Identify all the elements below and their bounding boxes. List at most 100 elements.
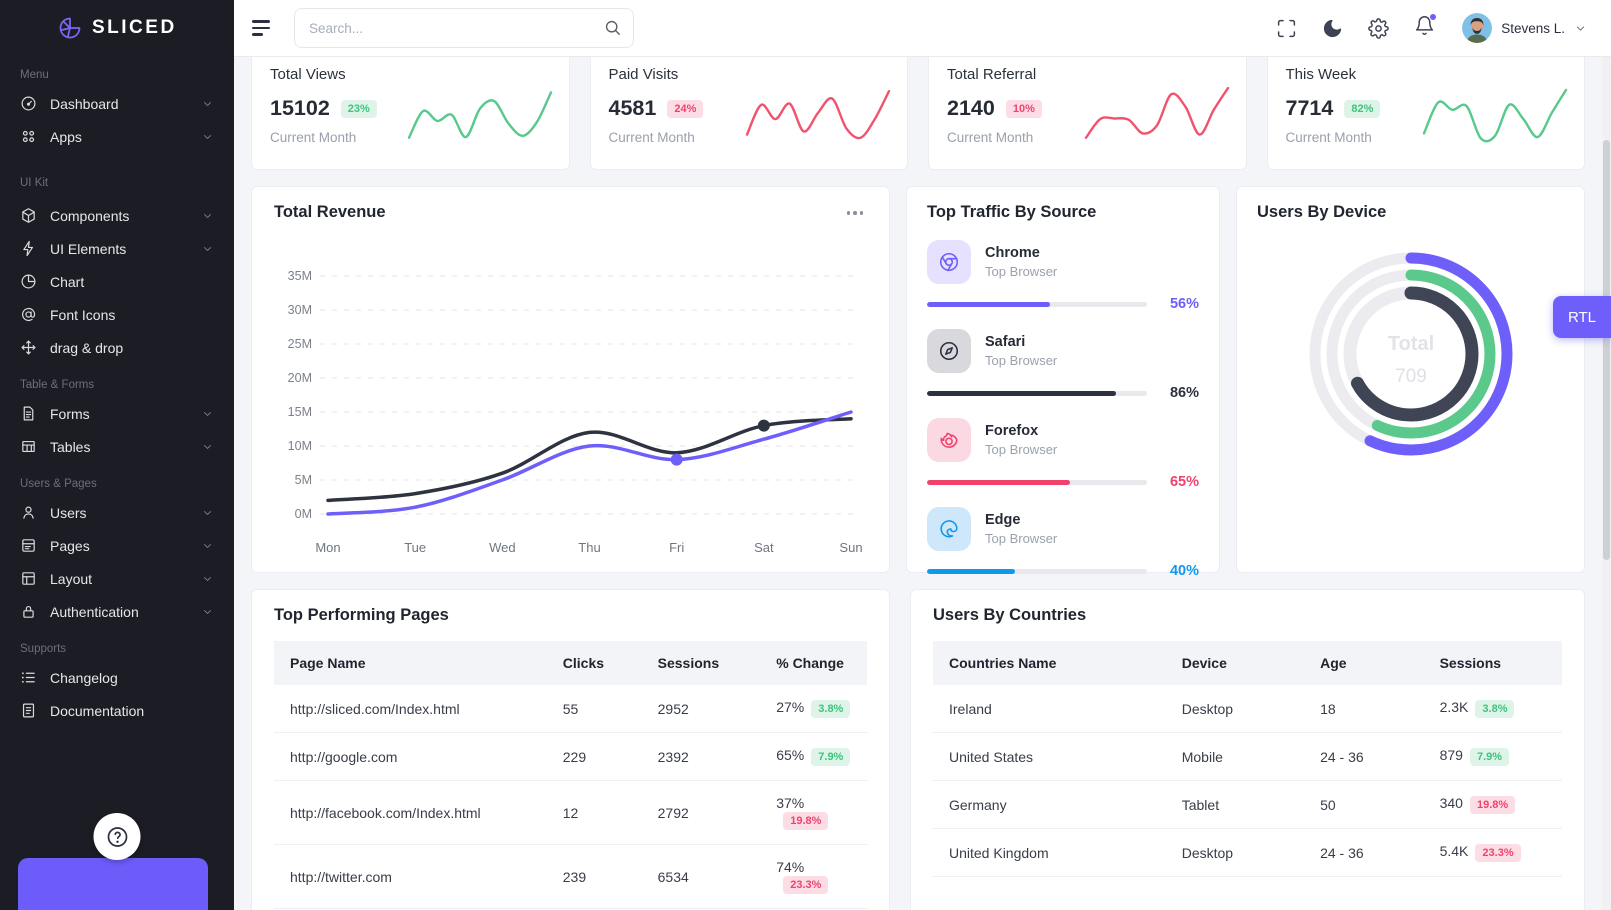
sessions-value: 6534 <box>641 844 761 909</box>
edge-icon <box>927 507 971 551</box>
traffic-percent: 56% <box>1169 296 1199 312</box>
users-by-device-radial-chart: Total 709 <box>1309 252 1512 456</box>
total-revenue-card: Total Revenue 0M 5M 10M 15M 20M 25M 30M 35M Mon T… <box>251 186 890 573</box>
column-header: % Change <box>760 641 867 685</box>
sidebar-item-chart[interactable]: Chart <box>0 265 234 298</box>
pages-icon <box>20 537 37 554</box>
change-value: 37% <box>776 795 805 811</box>
tables-row: Top Performing Pages Page Name Clicks Se… <box>251 589 1585 910</box>
stat-title: This Week <box>1285 66 1357 83</box>
rtl-toggle-button[interactable]: RTL <box>1553 296 1611 338</box>
sidebar-item-changelog[interactable]: Changelog <box>0 661 234 694</box>
page-url: http://facebook.com/Index.html <box>274 780 547 845</box>
device-value: Tablet <box>1165 780 1305 829</box>
sidebar-item-documentation[interactable]: Documentation <box>0 694 234 727</box>
more-options-icon[interactable] <box>841 205 870 221</box>
column-header: Sessions <box>641 641 761 685</box>
traffic-by-source-card: Top Traffic By Source Chrome Top Browser… <box>906 186 1220 579</box>
chevron-down-icon <box>199 507 216 519</box>
sessions-value: 340 <box>1439 795 1463 811</box>
stat-badge: 10% <box>1005 99 1042 118</box>
user-name: Stevens L. <box>1501 20 1565 36</box>
users-by-device-card: Users By Device Total 709 <box>1236 186 1585 573</box>
donut-center-value: 709 <box>1395 366 1427 387</box>
forms-icon <box>20 405 37 422</box>
brand-logo[interactable]: SLICED <box>0 0 234 54</box>
sidebar-item-pages[interactable]: Pages <box>0 529 234 562</box>
sidebar-item-layout[interactable]: Layout <box>0 562 234 595</box>
sidebar-item-ui-elements[interactable]: UI Elements <box>0 232 234 265</box>
stat-title: Total Referral <box>947 66 1037 83</box>
stat-title: Paid Visits <box>608 66 679 83</box>
notifications-bell-icon[interactable] <box>1414 13 1438 41</box>
sparkline-chart <box>745 90 891 140</box>
search-box <box>294 8 634 48</box>
traffic-card-title: Top Traffic By Source <box>927 203 1097 221</box>
settings-gear-icon[interactable] <box>1368 18 1389 39</box>
traffic-source-subtitle: Top Browser <box>985 264 1058 279</box>
chevron-down-icon <box>199 441 216 453</box>
clicks-value: 55 <box>546 685 642 733</box>
fullscreen-icon[interactable] <box>1276 18 1297 39</box>
traffic-source-name: Edge <box>985 512 1021 528</box>
font-icons-icon <box>20 306 37 323</box>
sidebar-section-users-pages: Users & Pages <box>20 478 97 490</box>
page-scrollbar[interactable] <box>1602 57 1611 910</box>
dark-mode-icon[interactable] <box>1322 18 1343 39</box>
progress-fill <box>927 568 1015 574</box>
charts-row: Total Revenue 0M 5M 10M 15M 20M 25M 30M 35M Mon T… <box>251 186 1585 579</box>
sidebar-item-components[interactable]: Components <box>0 199 234 232</box>
progress-fill <box>927 301 1051 307</box>
chevron-down-icon <box>199 408 216 420</box>
user-menu[interactable]: Stevens L. <box>1462 13 1587 43</box>
safari-icon <box>927 329 971 373</box>
sidebar-item-dashboard[interactable]: Dashboard <box>0 87 234 120</box>
sessions-value: 5.4K <box>1439 843 1469 859</box>
notification-dot <box>1429 13 1438 21</box>
svg-text:Fri: Fri <box>669 540 684 555</box>
country-name: United Kingdom <box>933 828 1166 877</box>
stat-value: 15102 <box>270 96 330 120</box>
change-badge: 23.3% <box>783 876 829 894</box>
topbar-actions: Stevens L. <box>1276 13 1587 43</box>
users-by-countries-card: Users By Countries Countries Name Device… <box>910 589 1585 910</box>
apps-icon <box>20 128 37 145</box>
sidebar-item-authentication[interactable]: Authentication <box>0 595 234 628</box>
sessions-badge: 3.8% <box>1475 700 1515 718</box>
topbar: Stevens L. <box>234 0 1611 57</box>
traffic-row-edge: Edge Top Browser 40% <box>927 507 1199 579</box>
sidebar-promo-panel[interactable] <box>18 858 208 910</box>
svg-text:0M: 0M <box>295 507 312 521</box>
age-value: 18 <box>1304 685 1424 733</box>
svg-text:Wed: Wed <box>489 540 516 555</box>
column-header: Clicks <box>546 641 642 685</box>
scrollbar-thumb[interactable] <box>1603 140 1610 560</box>
sparkline-chart <box>1422 88 1568 143</box>
svg-text:25M: 25M <box>288 337 312 351</box>
traffic-percent: 40% <box>1169 563 1199 579</box>
sidebar-item-tables[interactable]: Tables <box>0 430 234 463</box>
clicks-value: 239 <box>546 844 642 909</box>
chevron-down-icon <box>1574 22 1587 35</box>
sessions-value: 2952 <box>641 685 761 733</box>
traffic-source-name: Chrome <box>985 245 1040 261</box>
sidebar-item-apps[interactable]: Apps <box>0 120 234 153</box>
table-header-row: Page Name Clicks Sessions % Change <box>274 641 867 685</box>
sidebar-item-users[interactable]: Users <box>0 496 234 529</box>
firefox-icon <box>927 418 971 462</box>
sessions-value: 2392 <box>641 732 761 781</box>
table-header-row: Countries Name Device Age Sessions <box>933 641 1562 685</box>
sidebar-item-drag-drop[interactable]: drag & drop <box>0 331 234 364</box>
traffic-source-name: Forefox <box>985 423 1039 439</box>
sidebar-toggle-button[interactable] <box>248 13 278 43</box>
change-value: 27% <box>776 699 805 715</box>
sidebar-item-font-icons[interactable]: Font Icons <box>0 298 234 331</box>
progress-fill <box>927 479 1070 485</box>
table-row: United States Mobile 24 - 36 879 7.9% <box>933 732 1562 781</box>
search-input[interactable] <box>294 8 634 48</box>
sidebar-item-forms[interactable]: Forms <box>0 397 234 430</box>
stat-badge: 24% <box>667 99 704 118</box>
search-icon[interactable] <box>603 18 622 37</box>
help-button[interactable] <box>93 813 141 860</box>
page-url: http://google.com <box>274 732 547 781</box>
